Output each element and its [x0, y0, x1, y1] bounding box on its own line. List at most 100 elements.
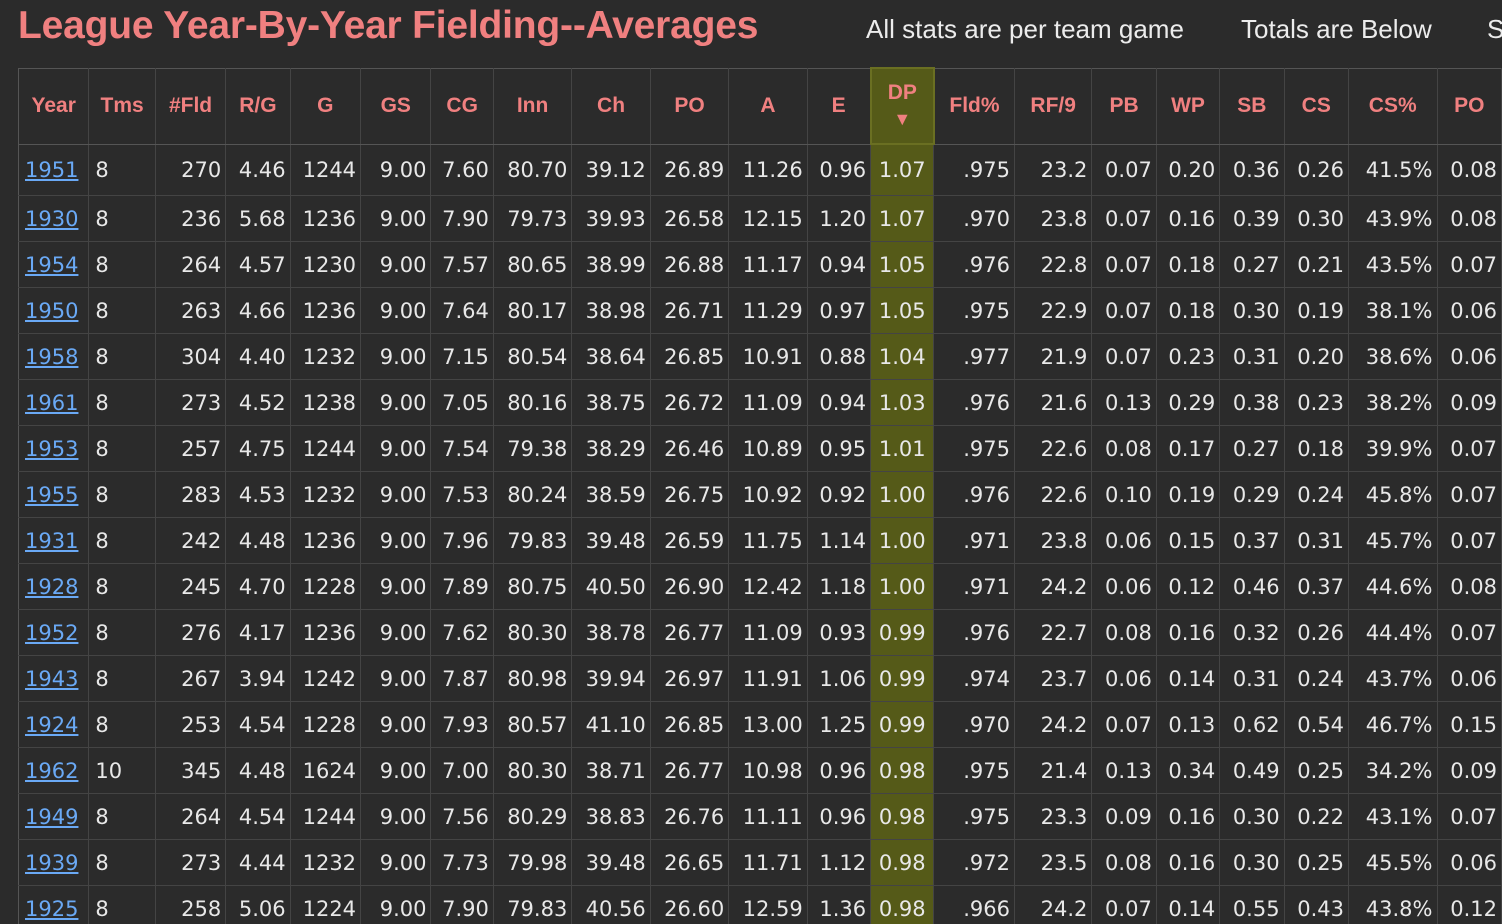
cell-stat: 26.58 — [650, 195, 730, 242]
year-link[interactable]: 1955 — [25, 482, 79, 507]
cell-stat: 43.5% — [1348, 241, 1438, 288]
cell-stat: 4.70 — [225, 563, 291, 610]
cell-stat: 9.00 — [360, 195, 432, 242]
column-header-pb[interactable]: PB — [1091, 68, 1157, 145]
cell-stat: 0.99 — [870, 701, 935, 748]
cell-stat: 0.20 — [1284, 333, 1349, 380]
cell-stat: 5.06 — [225, 885, 291, 924]
cell-stat: 9.00 — [360, 655, 432, 702]
table-row: 1949 8 264 4.54 1244 9.00 7.56 80.29 38.83 26.76 1… — [18, 793, 1502, 840]
cell-stat: 1236 — [290, 609, 362, 656]
cell-stat: 23.3 — [1014, 793, 1093, 840]
cell-stat: 11.71 — [728, 839, 808, 886]
column-header-po-2[interactable]: PO — [1437, 68, 1502, 145]
column-header-a[interactable]: A — [728, 68, 808, 145]
cell-stat: 0.13 — [1156, 701, 1221, 748]
year-link[interactable]: 1939 — [25, 850, 79, 875]
cell-stat: 0.21 — [1284, 241, 1349, 288]
column-header-cs[interactable]: CS — [1284, 68, 1349, 145]
year-link[interactable]: 1958 — [25, 344, 79, 369]
cell-stat: 1.00 — [870, 563, 935, 610]
cell-stat: .966 — [933, 885, 1015, 924]
cell-stat: 38.75 — [571, 379, 651, 426]
cell-stat: 0.06 — [1437, 655, 1502, 702]
cell-stat: 4.54 — [225, 701, 291, 748]
cell-stat: 9.00 — [360, 885, 432, 924]
cell-stat: 7.73 — [430, 839, 494, 886]
column-header-wp[interactable]: WP — [1156, 68, 1221, 145]
cell-stat: 1230 — [290, 241, 362, 288]
cell-stat: 0.16 — [1156, 839, 1221, 886]
cell-stat: 264 — [155, 793, 227, 840]
cell-stat: 1.14 — [807, 517, 872, 564]
cell-stat: 0.31 — [1284, 517, 1349, 564]
cell-year: 1930 — [18, 195, 90, 242]
cell-stat: 0.43 — [1284, 885, 1349, 924]
cell-stat: 0.95 — [807, 425, 872, 472]
cell-stat: 0.18 — [1156, 241, 1221, 288]
year-link[interactable]: 1962 — [25, 758, 79, 783]
column-header-tms[interactable]: Tms — [88, 68, 156, 145]
cell-stat: .974 — [933, 655, 1015, 702]
totals-link[interactable]: Totals are Below — [1241, 14, 1432, 44]
year-link[interactable]: 1961 — [25, 390, 79, 415]
cell-stat: 8 — [88, 885, 156, 924]
cell-year: 1925 — [18, 885, 90, 924]
year-link[interactable]: 1954 — [25, 252, 79, 277]
year-link[interactable]: 1928 — [25, 574, 79, 599]
column-header-dp[interactable]: DP ▼ — [869, 67, 935, 145]
column-header-g[interactable]: G — [290, 68, 362, 145]
year-link[interactable]: 1924 — [25, 712, 79, 737]
column-header-cg[interactable]: CG — [430, 68, 494, 145]
cell-stat: 1.07 — [870, 144, 935, 196]
column-header-gs[interactable]: GS — [360, 68, 432, 145]
cell-stat: 0.07 — [1091, 195, 1157, 242]
column-header-po[interactable]: PO — [650, 68, 730, 145]
cell-year: 1962 — [18, 747, 90, 794]
column-header-ch[interactable]: Ch — [571, 68, 651, 145]
cell-stat: 39.48 — [571, 517, 651, 564]
cell-stat: 0.96 — [807, 747, 872, 794]
column-header-rf-per-9[interactable]: RF/9 — [1014, 68, 1093, 145]
cell-stat: 0.08 — [1437, 195, 1502, 242]
cell-stat: 0.27 — [1219, 425, 1285, 472]
cell-stat: 1242 — [290, 655, 362, 702]
year-link[interactable]: 1951 — [25, 157, 79, 182]
column-header-e[interactable]: E — [807, 68, 872, 145]
year-link[interactable]: 1950 — [25, 298, 79, 323]
column-header-num-fld[interactable]: #Fld — [155, 68, 227, 145]
cell-stat: 345 — [155, 747, 227, 794]
cell-stat: 44.4% — [1348, 609, 1438, 656]
cell-stat: 0.94 — [807, 379, 872, 426]
year-link[interactable]: 1949 — [25, 804, 79, 829]
year-link[interactable]: 1925 — [25, 896, 79, 921]
cell-stat: 7.60 — [430, 144, 494, 196]
per-game-link[interactable]: All stats are per team game — [866, 14, 1184, 44]
cell-stat: .975 — [933, 747, 1015, 794]
column-header-cs-pct[interactable]: CS% — [1348, 68, 1438, 145]
cell-stat: 257 — [155, 425, 227, 472]
column-header-r-per-g[interactable]: R/G — [225, 68, 291, 145]
year-link[interactable]: 1930 — [25, 206, 79, 231]
cell-stat: 0.08 — [1091, 425, 1157, 472]
year-link[interactable]: 1931 — [25, 528, 79, 553]
cell-stat: 7.90 — [430, 195, 494, 242]
truncated-link[interactable]: S — [1487, 14, 1502, 44]
cell-stat: 0.30 — [1284, 195, 1349, 242]
year-link[interactable]: 1952 — [25, 620, 79, 645]
cell-stat: 43.8% — [1348, 885, 1438, 924]
cell-stat: 10.89 — [728, 425, 808, 472]
cell-stat: 3.94 — [225, 655, 291, 702]
cell-stat: 21.9 — [1014, 333, 1093, 380]
cell-stat: 79.83 — [493, 517, 573, 564]
column-header-fld-pct[interactable]: Fld% — [933, 68, 1015, 145]
column-header-year[interactable]: Year — [18, 68, 90, 145]
cell-stat: 43.1% — [1348, 793, 1438, 840]
cell-stat: 0.98 — [870, 839, 935, 886]
column-header-sb[interactable]: SB — [1219, 68, 1285, 145]
year-link[interactable]: 1943 — [25, 666, 79, 691]
column-header-inn[interactable]: Inn — [493, 68, 573, 145]
cell-stat: 258 — [155, 885, 227, 924]
table-row: 1955 8 283 4.53 1232 9.00 7.53 80.24 38.59 26.75 1… — [18, 471, 1502, 518]
year-link[interactable]: 1953 — [25, 436, 79, 461]
